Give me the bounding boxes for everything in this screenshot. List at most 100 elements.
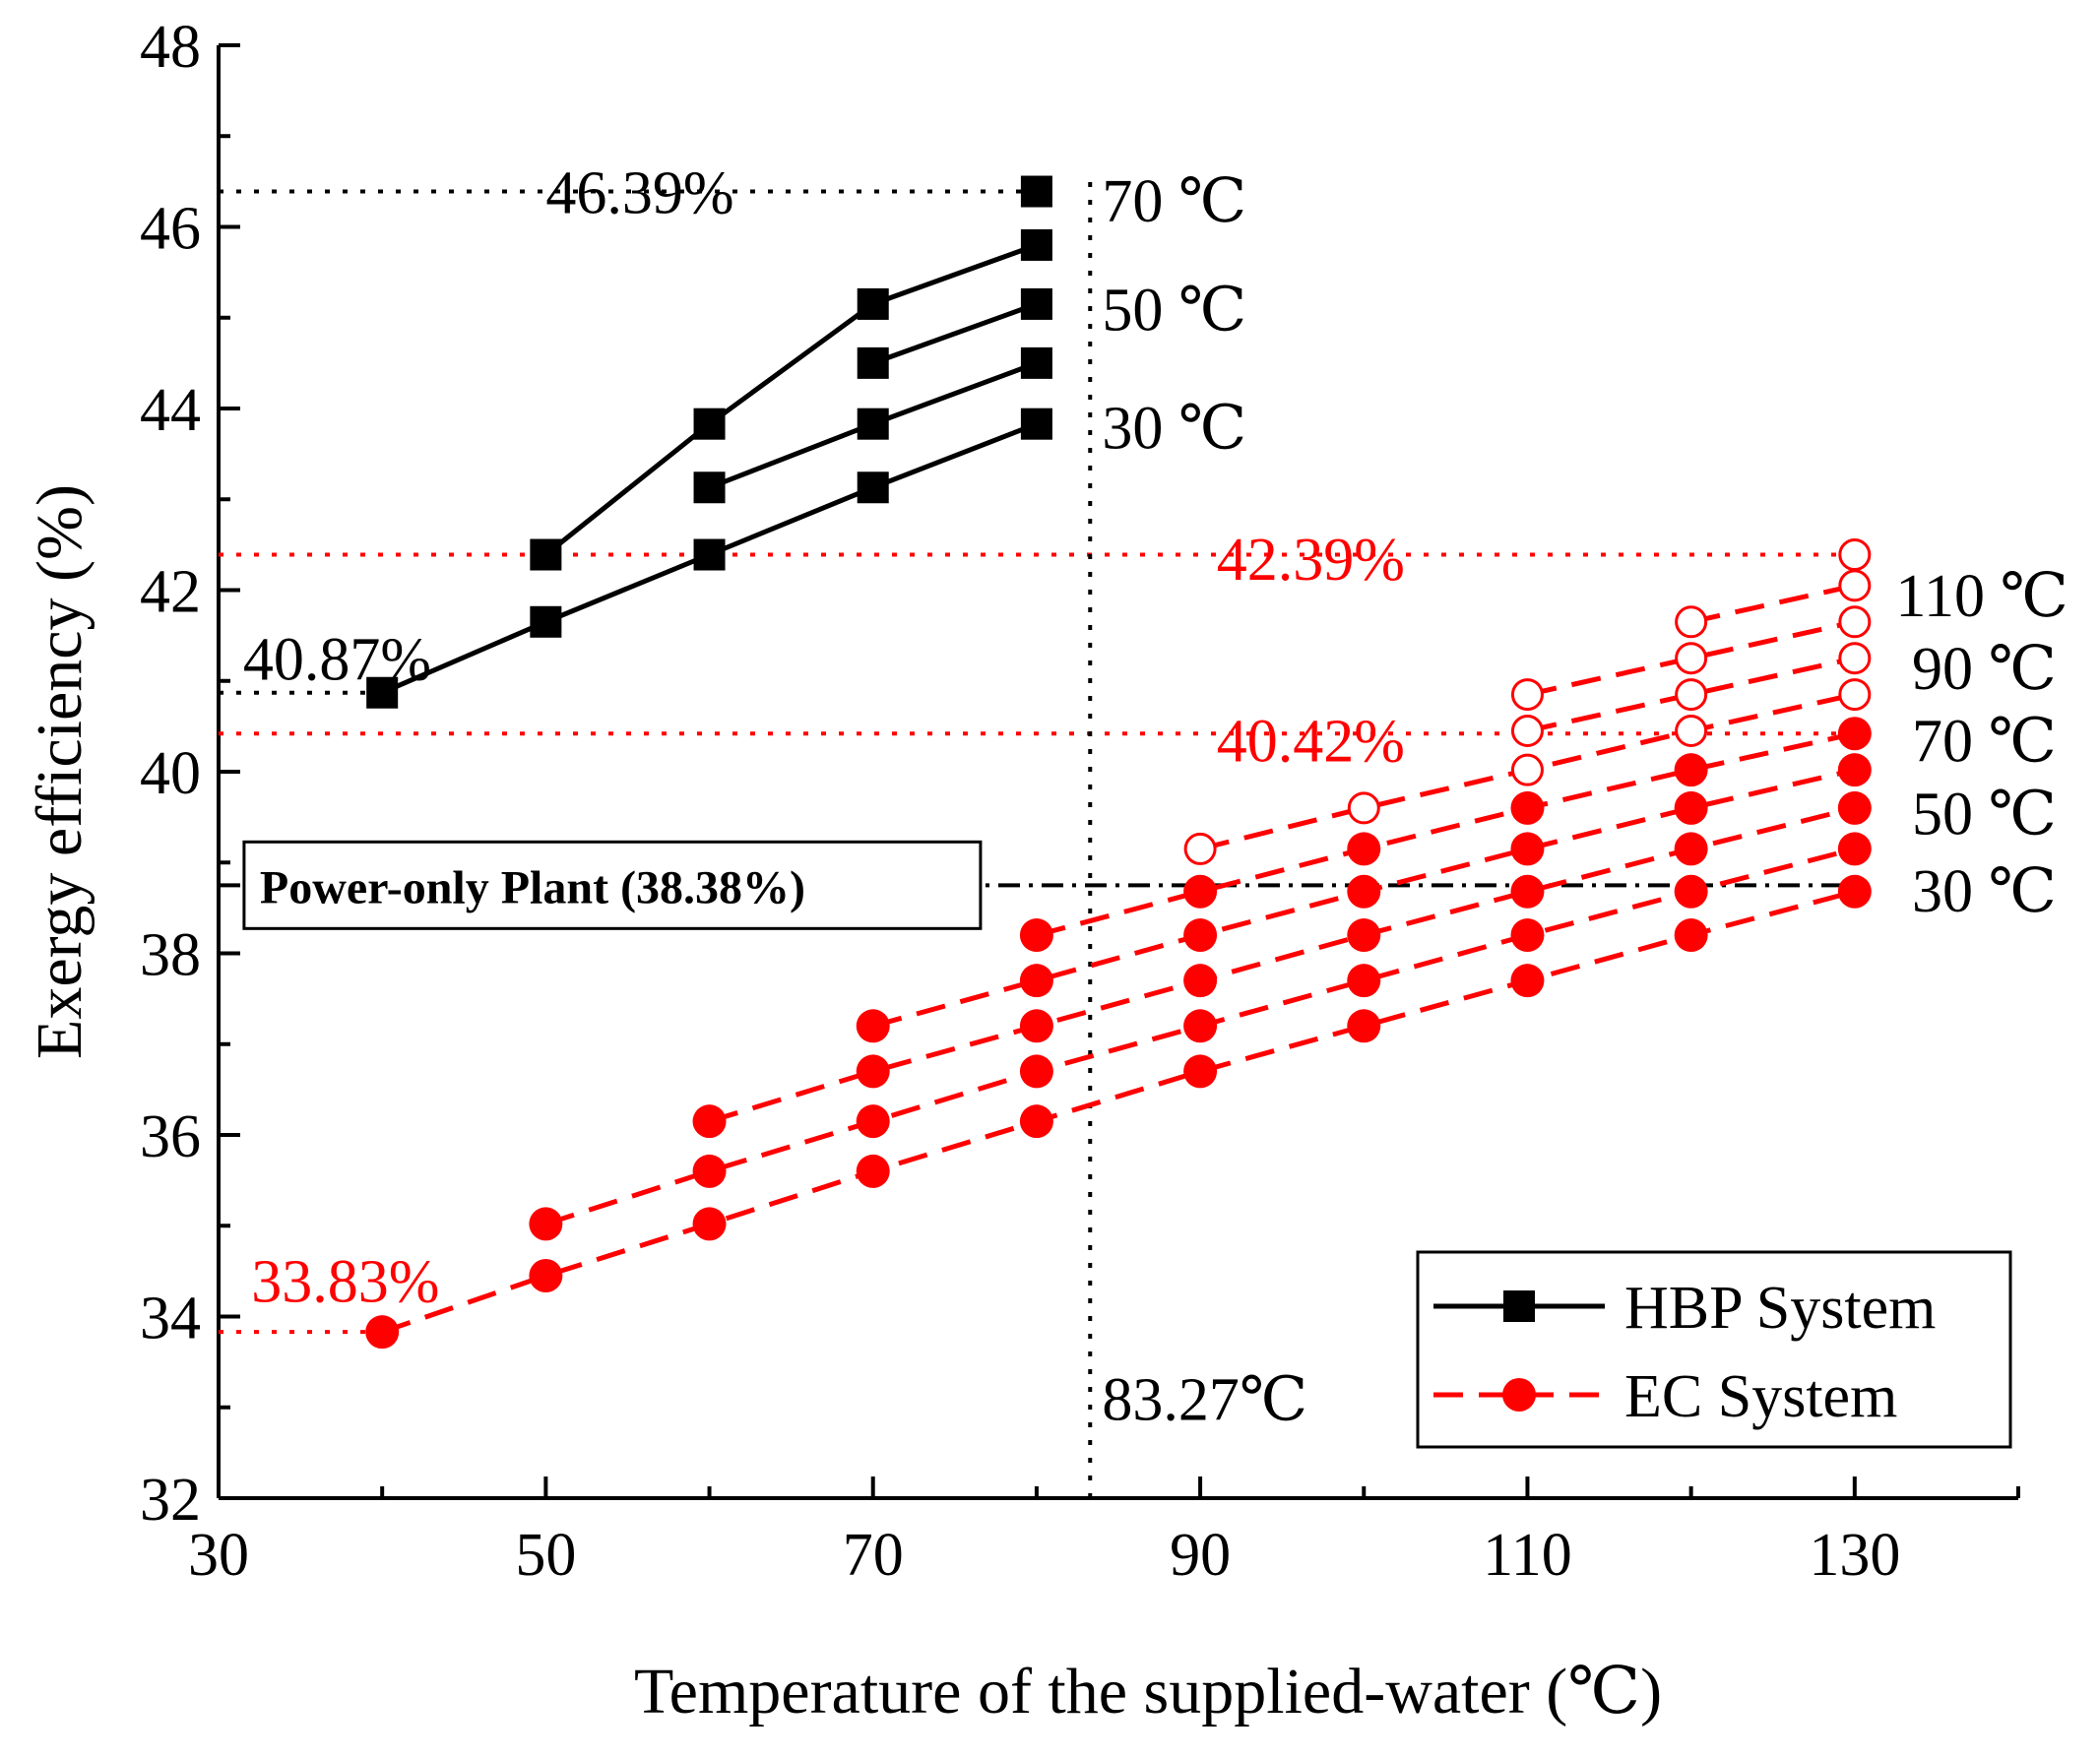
power-only-plant-label: Power-only Plant (38.38%) [260,861,805,913]
ec-data-point [1019,964,1053,998]
ec-data-point-open [1675,678,1708,712]
ec-data-point [1347,832,1381,866]
hbp-data-point [857,346,889,379]
y-tick-label: 46 [140,196,201,263]
x-tick-label: 130 [1809,1522,1900,1589]
ec-data-point [1674,874,1708,909]
hbp-data-point [693,408,726,440]
ec-data-point [1837,874,1872,909]
x-tick-label: 30 [188,1522,249,1589]
ec-data-point [692,1154,727,1188]
annotation-label: 70 ℃ [1102,168,1246,235]
ec-data-point-open [1838,642,1872,675]
ec-data-point-open [1675,605,1708,639]
legend-circle-marker [1502,1378,1536,1412]
hbp-data-point [1020,228,1052,261]
annotation-label: 70 ℃ [1912,709,2057,776]
y-axis-label: Exergy efficiency (%) [24,484,95,1059]
annotation-label: 40.42% [1217,709,1405,776]
ec-data-point [1183,918,1218,953]
ec-data-point [856,1154,890,1188]
ec-data-point [1510,964,1545,998]
ec-data-point [1347,874,1381,909]
ec-data-point-open [1183,832,1217,865]
legend-square-marker [1503,1290,1535,1322]
ec-series-line [1526,656,1856,733]
ec-data-point [1510,874,1545,909]
y-tick-label: 36 [140,1103,201,1170]
hbp-data-point [693,538,726,571]
ec-data-point [1510,918,1545,953]
hbp-data-point [857,471,889,504]
hbp-series-line [543,242,1038,557]
hbp-data-point [530,605,562,638]
hbp-data-point [1020,287,1052,320]
ec-data-point [692,1104,727,1139]
ec-data-point [1674,832,1708,866]
annotation-label: 40.87% [243,627,431,694]
hbp-series-line [871,301,1038,366]
ec-data-point-open [1675,714,1708,747]
ec-data-point [1674,790,1708,825]
ec-data-point [1019,1104,1053,1139]
ec-data-point [1347,918,1381,953]
ec-data-point [529,1258,563,1292]
annotation-label: 30 ℃ [1102,395,1246,462]
y-tick-label: 48 [140,14,201,81]
ec-data-point [1510,832,1545,866]
ec-data-point [1019,1009,1053,1043]
ec-data-point [529,1207,563,1241]
ec-data-point [1183,1009,1218,1043]
ec-data-point [1674,753,1708,787]
ec-series-line [1526,619,1856,698]
y-tick-label: 38 [140,922,201,989]
power-only-plant-box [242,840,983,930]
annotation-label: 50 ℃ [1912,782,2057,848]
ec-data-point [1183,1054,1218,1089]
x-tick-label: 110 [1483,1522,1572,1589]
hbp-data-point [1020,408,1052,440]
ec-series-line [708,805,1856,1124]
legend-label: EC System [1624,1363,1897,1430]
ec-data-point [1019,918,1053,953]
legend-box [1416,1250,2012,1449]
legend-label: HBP System [1624,1275,1936,1342]
ec-data-point [1837,753,1872,787]
annotation-label: 46.39% [545,160,733,227]
x-tick-label: 50 [515,1522,576,1589]
annotation-label: 90 ℃ [1912,636,2057,703]
ec-data-point [856,1104,890,1139]
ec-data-point [692,1207,727,1241]
annotation-label: 110 ℃ [1895,563,2068,630]
ec-data-point [1674,918,1708,953]
ec-data-point [856,1009,890,1043]
ec-data-point [1837,717,1872,751]
ec-data-point-open [1510,714,1544,747]
hbp-data-point [857,287,889,320]
x-tick-label: 70 [843,1522,904,1589]
ec-data-point [1347,964,1381,998]
hbp-data-point [1020,346,1052,379]
ec-data-point-open [1347,791,1380,825]
ec-data-point [1837,790,1872,825]
y-tick-label: 32 [140,1467,201,1534]
ec-data-point [1019,1054,1053,1089]
annotation-label: 50 ℃ [1102,278,1246,345]
annotation-label: 30 ℃ [1912,858,2057,925]
x-tick-label: 90 [1170,1522,1231,1589]
ec-data-point [1510,790,1545,825]
hbp-data-point [857,408,889,440]
ec-series-line [381,889,1856,1335]
x-axis-label: Temperature of the supplied-water (℃) [634,1656,1662,1728]
y-tick-label: 42 [140,559,201,626]
ec-data-point [365,1315,400,1350]
y-tick-label: 40 [140,740,201,807]
hbp-data-point [693,471,726,504]
annotation-label: 42.39% [1217,527,1405,594]
ec-data-point [856,1054,890,1089]
ec-data-point-open [1675,642,1708,675]
ec-data-point-open [1838,678,1872,712]
hbp-data-point [366,676,399,709]
ec-series-line [1036,730,1856,938]
